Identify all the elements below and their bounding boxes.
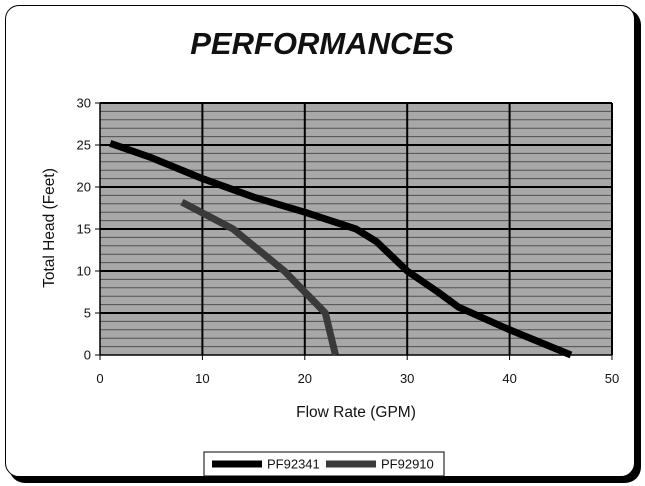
legend-label-pf92910: PF92910	[381, 457, 434, 472]
legend: PF92341 PF92910	[203, 451, 445, 477]
x-tick-label: 20	[298, 371, 312, 386]
y-tick-label: 10	[77, 264, 91, 279]
x-tick-label: 40	[502, 371, 516, 386]
y-tick-label: 20	[77, 180, 91, 195]
y-tick-label: 5	[84, 306, 91, 321]
x-axis-label: Flow Rate (GPM)	[296, 404, 416, 421]
series-line-pf92910	[180, 199, 339, 356]
y-tick-label: 25	[77, 138, 91, 153]
y-tick-label: 0	[84, 348, 91, 363]
chart-title: PERFORMANCES	[190, 26, 454, 61]
x-tick-label: 30	[400, 371, 414, 386]
y-axis-label: Total Head (Feet)	[41, 168, 58, 288]
x-tick-label: 50	[605, 371, 619, 386]
y-tick-label: 15	[77, 222, 91, 237]
y-tick-label: 30	[77, 96, 91, 111]
series-line-pf92341	[109, 139, 573, 359]
x-tick-label: 0	[96, 371, 103, 386]
legend-label-pf92341: PF92341	[267, 457, 320, 472]
x-tick-label: 10	[195, 371, 209, 386]
